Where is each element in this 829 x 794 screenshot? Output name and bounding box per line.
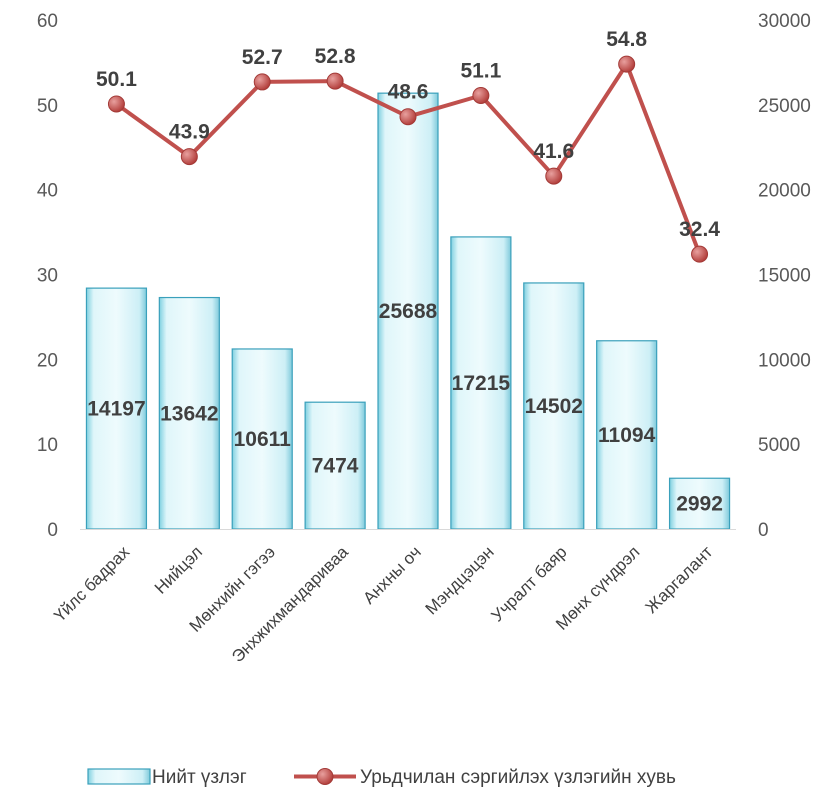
right-tick-label: 15000: [758, 266, 811, 287]
bar: [450, 236, 512, 530]
legend-bar-swatch: [87, 768, 151, 785]
line-value-label: 54.8: [606, 28, 647, 51]
left-tick-label: 30: [37, 266, 58, 287]
legend-line-marker: [316, 768, 334, 785]
bar-value-label: 2992: [676, 493, 723, 516]
line-point: [326, 72, 344, 90]
line-point: [399, 108, 417, 126]
line-point: [253, 73, 271, 91]
bar-value-label: 14502: [525, 395, 583, 418]
bar: [85, 287, 148, 530]
line-value-label: 50.1: [96, 68, 137, 91]
line-value-label: 32.4: [679, 218, 720, 241]
legend-line-label: Урьдчилан сэргийлэх үзлэгийн хувь: [360, 767, 676, 788]
left-tick-label: 60: [37, 11, 58, 32]
line-value-label: 48.6: [388, 81, 429, 104]
bar-series: [85, 92, 731, 530]
right-tick-label: 0: [758, 520, 769, 541]
bar: [596, 340, 658, 530]
line-point: [691, 245, 709, 263]
right-tick-label: 25000: [758, 96, 811, 117]
category-label: Мэндцэцэн: [422, 542, 498, 618]
bar: [231, 348, 293, 530]
line-value-label: 51.1: [460, 60, 501, 83]
category-label: Анхны оч: [359, 542, 424, 607]
line-value-label: 41.6: [533, 140, 574, 163]
left-tick-label: 40: [37, 181, 58, 202]
line-value-label: 43.9: [169, 121, 210, 144]
legend: Нийт үзлэг Урьдчилан сэргийлэх үзлэгийн …: [87, 767, 676, 788]
bar-value-label: 10611: [234, 428, 292, 451]
left-tick-label: 50: [37, 96, 58, 117]
bar: [377, 92, 439, 530]
left-tick-label: 0: [47, 520, 58, 541]
line-point: [545, 167, 563, 185]
right-tick-label: 20000: [758, 181, 811, 202]
line-series: [107, 55, 709, 263]
left-tick-label: 10: [37, 435, 58, 456]
line-point: [107, 95, 125, 113]
category-label: Жаргалант: [642, 542, 717, 617]
right-tick-label: 10000: [758, 350, 811, 371]
bar-value-label: 7474: [312, 455, 359, 478]
right-tick-label: 5000: [758, 435, 800, 456]
line-value-label: 52.8: [315, 45, 356, 68]
line-point: [618, 55, 636, 73]
bar-value-label: 25688: [379, 300, 438, 323]
line-point: [472, 87, 490, 105]
line-value-label: 52.7: [242, 46, 283, 69]
left-tick-label: 20: [37, 350, 58, 371]
bar-value-label: 17215: [452, 372, 511, 395]
right-tick-label: 30000: [758, 11, 811, 32]
bar-value-label: 13642: [160, 402, 218, 425]
data-labels: 14197 13642 10611 7474 25688 17215 14502 11094 2…: [87, 28, 723, 516]
category-label: Нийцэл: [151, 542, 206, 597]
bar: [158, 296, 220, 530]
line-point: [180, 148, 198, 166]
bar: [304, 401, 366, 530]
bar-value-label: 11094: [598, 424, 656, 447]
category-label: Үйлс бадрах: [50, 542, 133, 625]
legend-bar-label: Нийт үзлэг: [152, 767, 247, 788]
bar-value-label: 14197: [87, 398, 145, 421]
